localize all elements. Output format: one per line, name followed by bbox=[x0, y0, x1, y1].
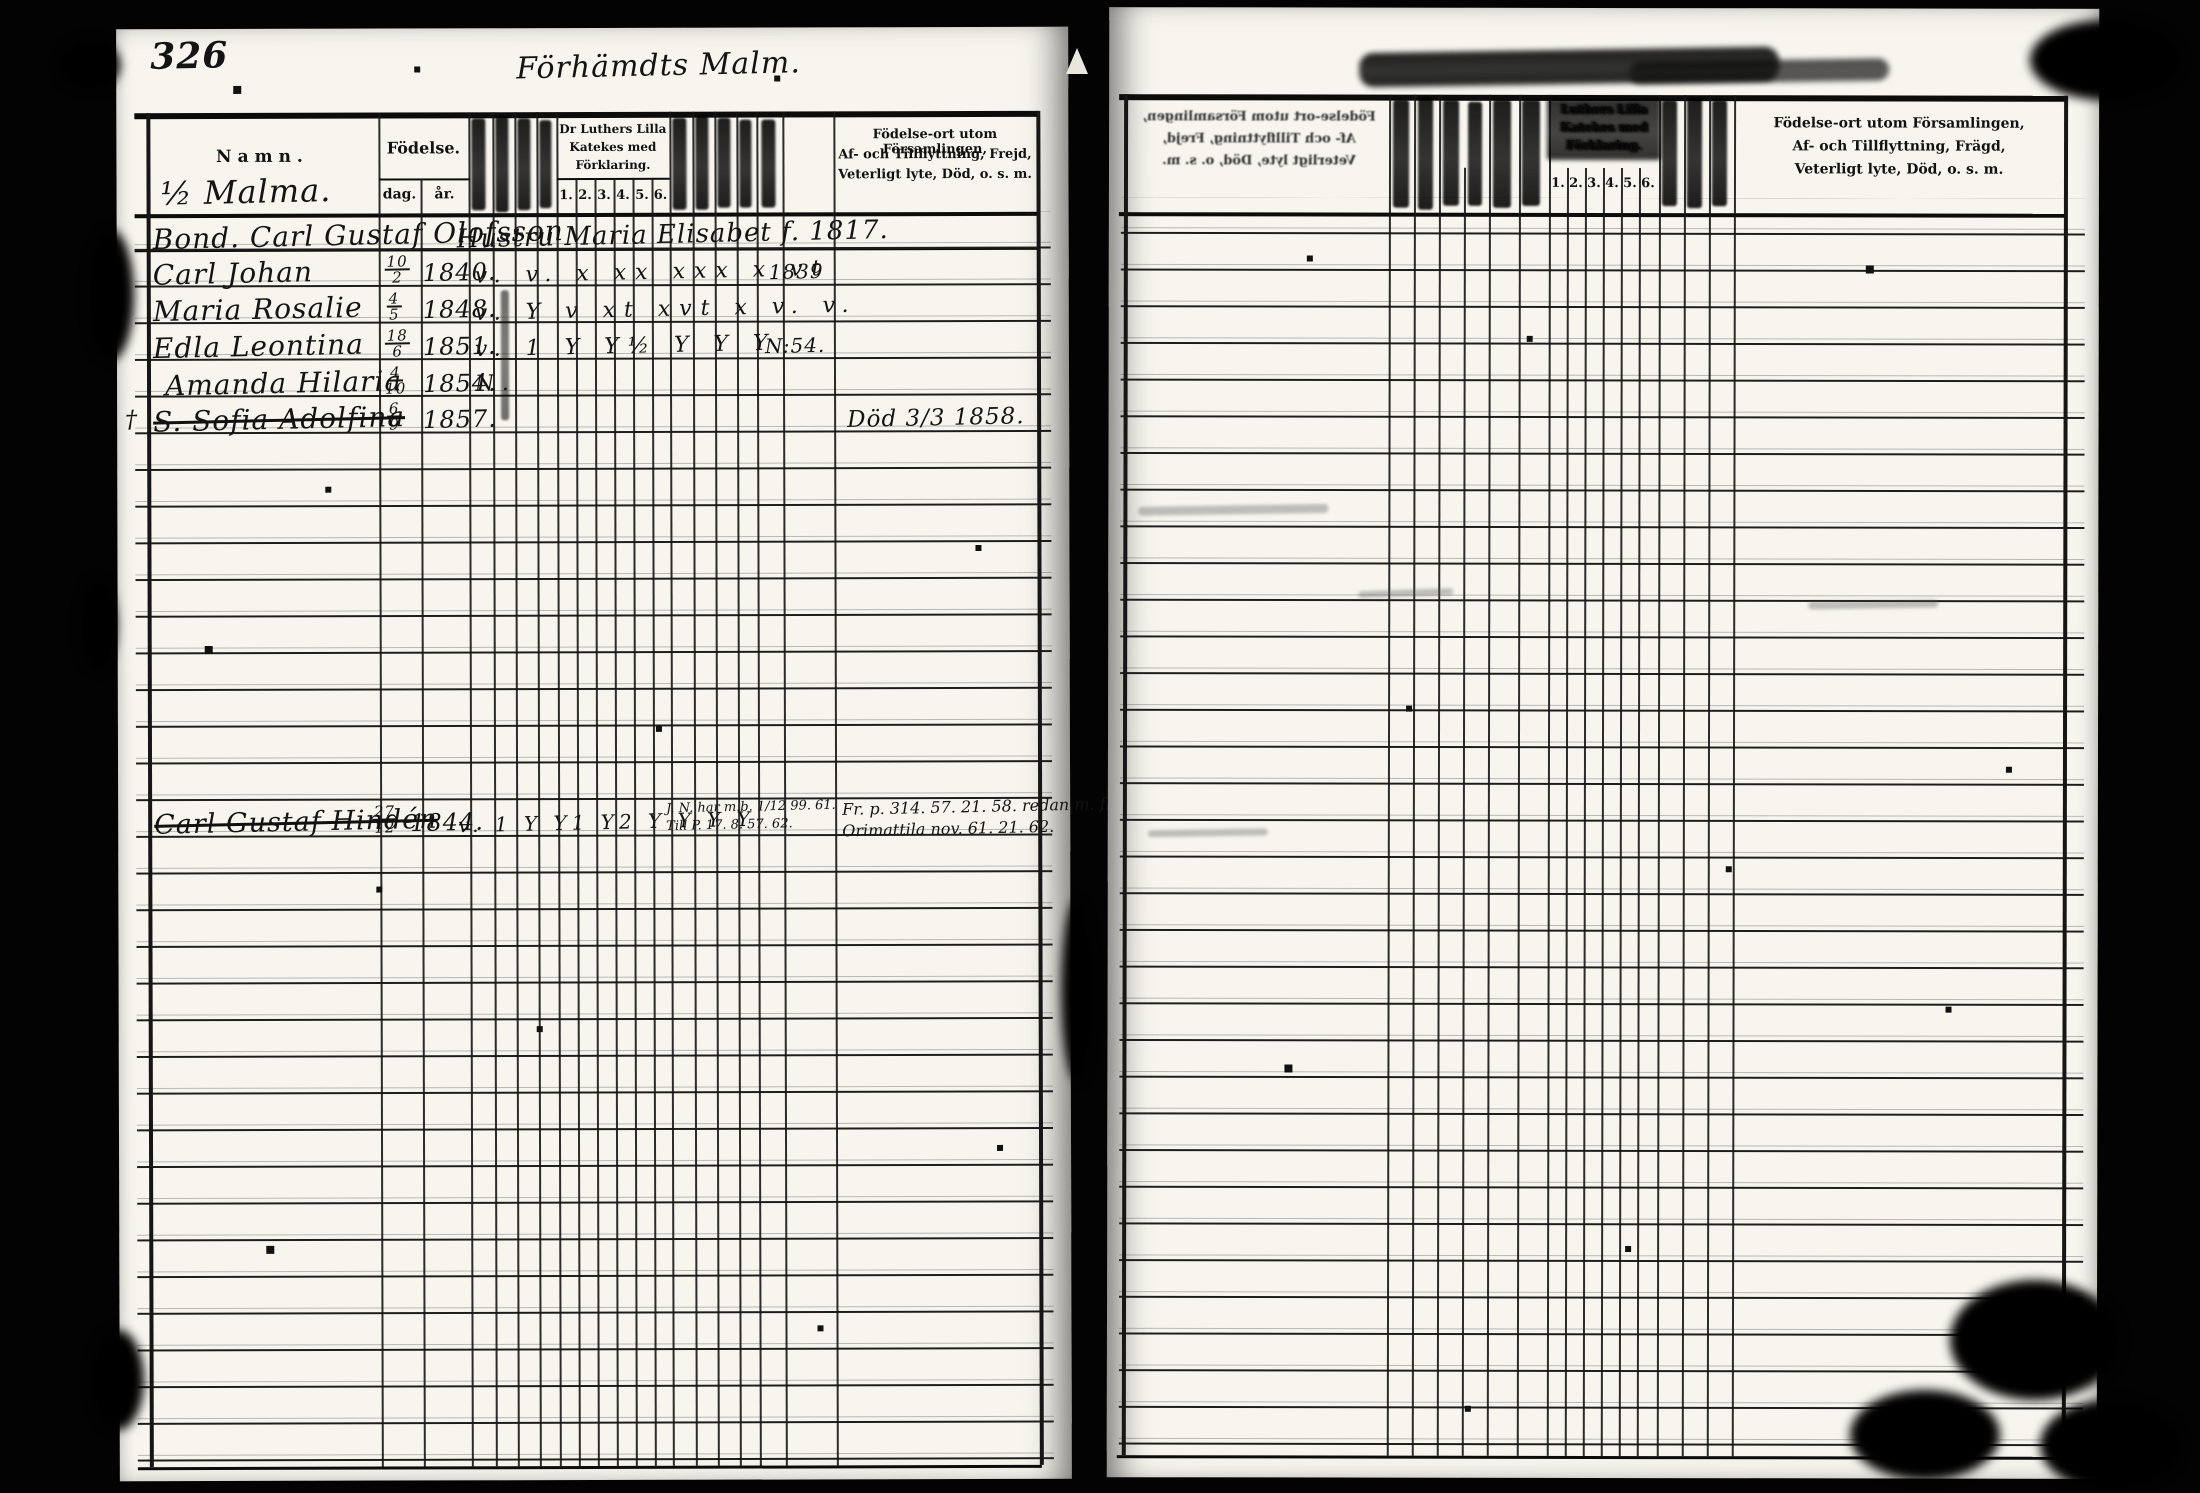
table-row: Edla Leontina 18 6 1851. v. 1 Y Y½ Y Y Y … bbox=[116, 27, 1068, 365]
vertical-column-header-smudge bbox=[1686, 98, 1703, 209]
notes-column-header-line2: Af- och Tillflyttning, Frägd, bbox=[1792, 138, 2006, 155]
notes-column-header-line1: Födelse-ort utom Församlingen, bbox=[1773, 115, 2025, 132]
scan-corner-blob bbox=[2040, 1400, 2180, 1490]
vertical-column-header-smudge bbox=[539, 120, 552, 209]
catechism-subcol-3: 3. bbox=[597, 187, 611, 203]
catechism-header-line2: Katekes med bbox=[1560, 119, 1648, 135]
catechism-subcol-2: 2. bbox=[578, 188, 592, 204]
table-row: Carl Johan 10 2 1840. v. v. x xx xxx x vt… bbox=[116, 27, 1068, 291]
vertical-column-header-smudge bbox=[1392, 99, 1410, 208]
vertical-column-header-smudge bbox=[695, 115, 709, 210]
gutter-blob bbox=[1062, 900, 1092, 1080]
vertical-column-header-smudge bbox=[1492, 99, 1512, 208]
catechism-subcol-6: 6. bbox=[653, 187, 668, 203]
birth-day-cell: 10 2 bbox=[384, 252, 410, 287]
scan-noise bbox=[1109, 7, 1111, 9]
bleed-through-header-line1: Födelse-ort utom Församlingen, bbox=[1142, 109, 1376, 125]
deceased-margin-mark: † bbox=[124, 405, 139, 434]
scan-corner-blob bbox=[1950, 1280, 2120, 1400]
birth-header-split-line bbox=[378, 178, 471, 181]
birth-day-header: dag. bbox=[382, 186, 417, 203]
catechism-header-line2: Katekes med bbox=[569, 139, 657, 155]
vertical-column-header-smudge bbox=[761, 119, 776, 208]
catechism-subcol-6: 6. bbox=[1641, 176, 1655, 192]
examination-marks: N. bbox=[474, 370, 519, 397]
birth-column-header: Födelse. bbox=[386, 138, 461, 158]
death-note: Död 3/3 1858. bbox=[846, 403, 1025, 434]
scan-edge-blob bbox=[92, 1330, 144, 1430]
catechism-subcol-3: 3. bbox=[1587, 175, 1601, 191]
catechism-subcol-2: 2. bbox=[1569, 175, 1583, 191]
page-number: 326 bbox=[149, 34, 229, 78]
catechism-header-line1: Dr Luthers Lilla bbox=[559, 121, 667, 137]
birth-day-cell: 4 10 bbox=[385, 363, 407, 398]
small-note-line2: Till P. 17. 8. 57. 62. bbox=[666, 816, 793, 835]
catechism-subcol-5: 5. bbox=[635, 187, 649, 203]
bleed-through-header-line3: Veterligt lyte, Död, o. s. m. bbox=[1162, 153, 1356, 169]
vertical-column-header-smudge bbox=[517, 118, 531, 211]
person-name: S. Sofia Adolfina bbox=[152, 400, 406, 439]
vertical-column-header-smudge bbox=[1711, 100, 1728, 207]
scan-edge-blob bbox=[88, 230, 134, 360]
vertical-column-header-smudge bbox=[471, 118, 486, 211]
person-name: Edla Leontina bbox=[152, 327, 365, 366]
vertical-column-header-smudge bbox=[1521, 99, 1541, 206]
birth-day-cell: 18 6 bbox=[384, 326, 411, 361]
catechism-subcol-1: 1. bbox=[559, 188, 573, 204]
notes-column-header-line2: Af- och Tillflyttning, Frejd, bbox=[838, 146, 1032, 163]
vertical-column-header-smudge bbox=[739, 119, 752, 208]
table-row: Carl Gustaf Hindén 27 12 1844. v. 1 Y Y1 … bbox=[116, 27, 1110, 841]
household-label: ½ Malma. bbox=[160, 171, 332, 213]
person-name: Amanda Hilaria bbox=[164, 364, 403, 403]
vertical-column-header-smudge bbox=[1467, 101, 1483, 206]
vertical-column-header-smudge bbox=[1661, 100, 1678, 207]
bleed-through-header-line2: Af- och Tillflyttning, Frejd, bbox=[1162, 131, 1356, 147]
vertical-column-header-smudge bbox=[1417, 97, 1434, 210]
catechism-subcol-1: 1. bbox=[1551, 175, 1565, 191]
person-name: Carl Johan bbox=[152, 255, 314, 292]
row-annotation: N:54. bbox=[764, 332, 826, 359]
scan-noise bbox=[116, 29, 118, 31]
right-page: Födelse-ort utom Församlingen, Af- och T… bbox=[1106, 7, 2100, 1479]
gutter-highlight bbox=[1066, 48, 1088, 74]
scan-corner-blob bbox=[1850, 1390, 2000, 1480]
catechism-header-line3: Förklaring. bbox=[575, 157, 651, 173]
vertical-column-header-smudge bbox=[1442, 99, 1460, 206]
notes-column-header-line3: Veterligt lyte, Död, o. s. m. bbox=[1794, 161, 2004, 178]
notes-column-header-line3: Veterligt lyte, Död, o. s. m. bbox=[838, 166, 1032, 183]
vertical-column-header-smudge bbox=[717, 117, 731, 208]
catechism-header-line3: Förklaring. bbox=[1566, 137, 1642, 153]
scan-edge-blob bbox=[80, 580, 116, 670]
catechism-subcol-4: 4. bbox=[1605, 176, 1619, 192]
page-title-handwritten: Förhämdts Malm. bbox=[515, 45, 802, 87]
birth-day-cell: 27 12 bbox=[371, 802, 398, 837]
scan-edge-blob bbox=[60, 40, 120, 90]
vertical-column-header-smudge bbox=[495, 116, 509, 213]
left-page: 326 Förhämdts Malm. Namn. Födelse. dag. … bbox=[116, 26, 1110, 1482]
table-top-border bbox=[134, 110, 1039, 120]
row-annotation: 1839 bbox=[768, 258, 824, 285]
person-name: Maria Rosalie bbox=[152, 290, 363, 329]
table-row: Amanda Hilaria 4 10 1854. N. bbox=[116, 27, 1068, 402]
catechism-subcol-5: 5. bbox=[1623, 176, 1637, 192]
birth-year-header: år. bbox=[434, 186, 455, 203]
catechism-subcol-4: 4. bbox=[616, 187, 630, 203]
top-ink-smudge bbox=[1629, 58, 1890, 85]
table-row: Bond. Carl Gustaf Olofsson Hustru Maria … bbox=[116, 27, 1068, 256]
birth-year-cell: 1857. bbox=[422, 404, 498, 435]
name-column-header: Namn. bbox=[215, 146, 309, 167]
vertical-column-header-smudge bbox=[672, 117, 687, 210]
catechism-header-line1: Luthers Lilla bbox=[1560, 101, 1648, 117]
scan-corner-blob bbox=[2030, 20, 2180, 100]
